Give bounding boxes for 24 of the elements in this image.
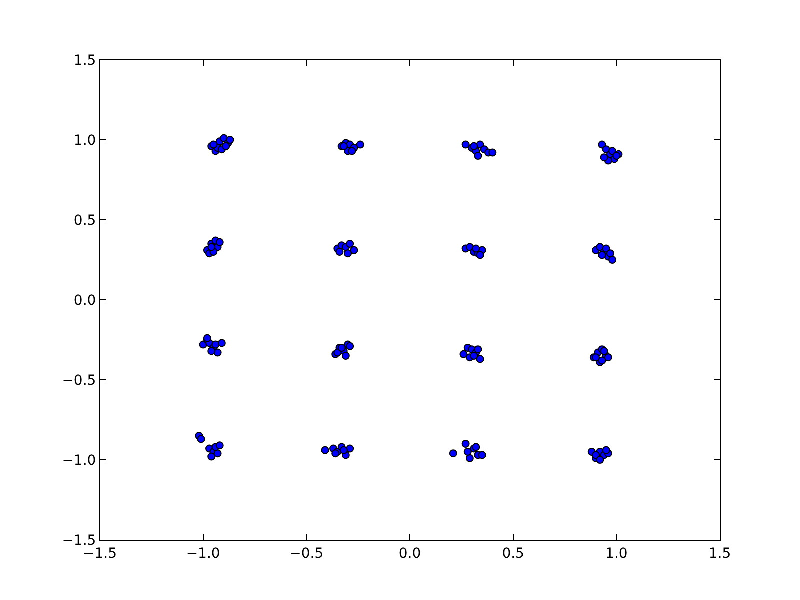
- y-tick-label: 1.0: [74, 132, 96, 149]
- point: [464, 448, 472, 456]
- x-tick-label: −0.5: [290, 546, 324, 562]
- y-tick-label: 0.0: [74, 292, 96, 309]
- y-tick-label: 0.5: [74, 212, 96, 229]
- point: [462, 440, 470, 448]
- y-tick-label: −1.0: [62, 452, 96, 469]
- x-tick-label: 0.0: [398, 546, 422, 562]
- x-tick-label: 0.5: [502, 546, 524, 562]
- point: [346, 444, 354, 453]
- point: [340, 446, 348, 454]
- point: [466, 454, 474, 462]
- y-tick-label: −0.5: [62, 372, 96, 389]
- point: [596, 456, 604, 464]
- y-tick-label: −1.5: [62, 532, 96, 549]
- x-tick-label: 1.0: [606, 546, 628, 562]
- point: [602, 446, 610, 454]
- point: [449, 450, 458, 458]
- y-tick-label: 1.5: [74, 52, 96, 69]
- point: [321, 446, 330, 454]
- point: [478, 451, 486, 460]
- x-tick-label: 1.5: [708, 546, 732, 562]
- x-tick-label: −1.0: [186, 546, 220, 562]
- point: [592, 451, 600, 460]
